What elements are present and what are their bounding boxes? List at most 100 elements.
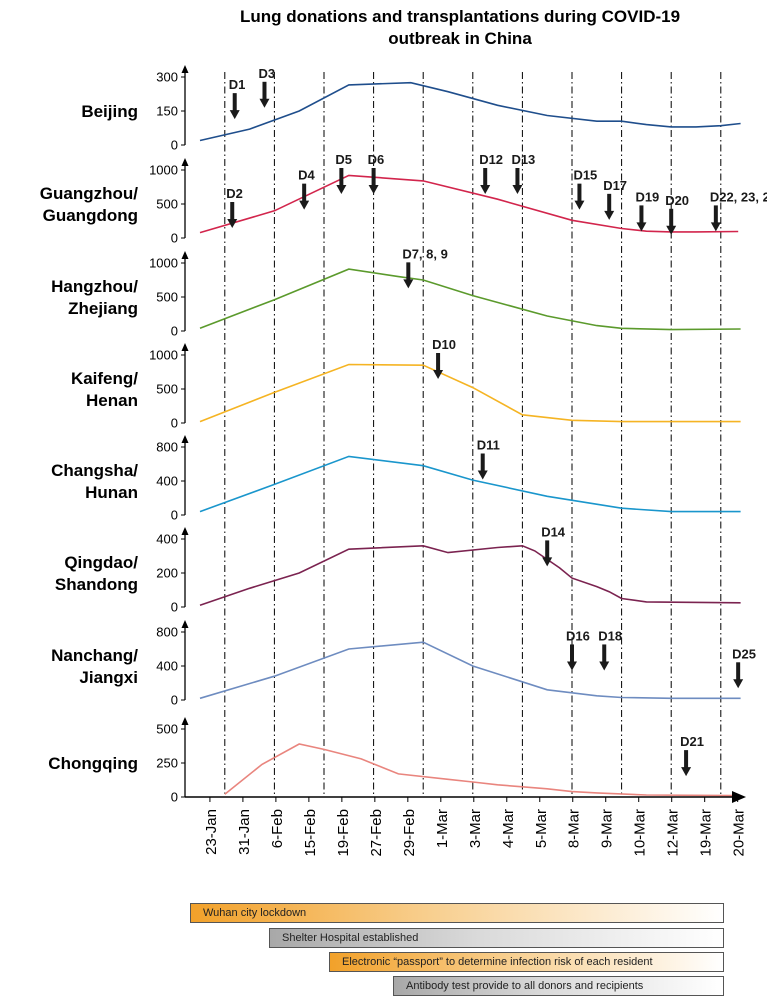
event-label: D10: [432, 337, 456, 352]
chart-title-line2: outbreak in China: [388, 29, 532, 48]
event-arrow-shaft: [515, 168, 520, 186]
event-arrow-shaft: [684, 750, 689, 769]
event-label: D5: [335, 152, 352, 167]
event-arrow-head: [480, 185, 491, 194]
event-label: D18: [598, 628, 622, 643]
x-tick-label: 20-Mar: [731, 809, 748, 857]
x-tick-label: 29-Feb: [401, 809, 418, 857]
x-tick-label: 9-Mar: [599, 809, 616, 848]
event-arrow-head: [299, 200, 310, 210]
event-label: D25: [732, 646, 756, 661]
event-label: D7, 8, 9: [402, 246, 448, 261]
event-arrow-shaft: [577, 183, 582, 202]
panel-label: Jiangxi: [79, 668, 138, 687]
event-label: D20: [665, 193, 689, 208]
series-line: [199, 363, 741, 423]
event-arrow-head: [604, 210, 615, 220]
y-tick-label: 1000: [149, 163, 178, 178]
panel-label: Henan: [86, 391, 138, 410]
timeline-bar: Wuhan city lockdown: [190, 903, 724, 923]
x-tick-label: 19-Mar: [698, 809, 715, 857]
y-tick-label: 200: [156, 566, 178, 581]
event-arrow-shaft: [230, 202, 235, 220]
event-arrow-head: [477, 470, 488, 480]
event-label: D11: [477, 438, 500, 453]
event-arrow-head: [433, 370, 444, 379]
panel-label: Chongqing: [48, 754, 138, 773]
event-arrow-shaft: [602, 644, 607, 663]
series-line: [199, 641, 741, 700]
panel-label: Beijing: [81, 102, 138, 121]
x-tick-label: 3-Mar: [467, 809, 484, 848]
series-line: [199, 268, 741, 331]
timeline-bar: Antibody test provide to all donors and …: [393, 976, 724, 996]
panel-label: Guangdong: [43, 206, 138, 225]
event-label: D14: [541, 524, 566, 539]
y-tick-label: 800: [156, 440, 178, 455]
event-arrow-shaft: [713, 205, 718, 224]
y-tick-label: 0: [171, 600, 178, 615]
chart-title: Lung donations and transplantations duri…: [180, 6, 740, 50]
panel-label: Hunan: [85, 483, 138, 502]
y-axis-arrow: [181, 527, 189, 535]
x-tick-label: 12-Mar: [665, 809, 682, 857]
event-arrow-shaft: [483, 168, 488, 186]
y-axis-arrow: [181, 65, 189, 73]
x-tick-label: 19-Feb: [335, 809, 352, 857]
y-tick-label: 1000: [149, 256, 178, 271]
event-arrow-shaft: [480, 453, 485, 472]
y-tick-label: 0: [171, 138, 178, 153]
event-arrow-head: [542, 557, 553, 567]
y-tick-label: 500: [156, 382, 178, 397]
event-arrow-head: [259, 98, 270, 108]
y-tick-label: 500: [156, 290, 178, 305]
event-arrow-head: [403, 279, 414, 289]
event-arrow-head: [368, 185, 379, 194]
timeline-bar: Shelter Hospital established: [269, 928, 724, 948]
chart-title-line1: Lung donations and transplantations duri…: [239, 7, 681, 26]
y-tick-label: 300: [156, 70, 178, 85]
event-arrow-head: [733, 679, 744, 689]
y-tick-label: 0: [171, 231, 178, 246]
event-label: D4: [298, 168, 315, 183]
y-tick-label: 0: [171, 416, 178, 431]
x-tick-label: 5-Mar: [533, 809, 550, 848]
y-tick-label: 0: [171, 508, 178, 523]
y-axis-arrow: [181, 158, 189, 166]
y-axis-arrow: [181, 343, 189, 351]
event-arrow-head: [567, 661, 577, 671]
y-tick-label: 400: [156, 659, 178, 674]
x-tick-label: 31-Jan: [236, 809, 253, 855]
panel-label: Shandong: [55, 575, 138, 594]
event-arrow-head: [229, 110, 240, 120]
y-axis-arrow: [181, 435, 189, 443]
y-tick-label: 150: [156, 104, 178, 119]
event-arrow-shaft: [232, 93, 237, 112]
x-tick-label: 8-Mar: [566, 809, 583, 848]
panel-label: Nanchang/: [51, 646, 138, 665]
event-label: D21: [680, 734, 704, 749]
x-tick-label: 1-Mar: [434, 809, 451, 848]
event-arrow-shaft: [639, 205, 644, 224]
panel-label: Hangzhou/: [51, 277, 138, 296]
panel-label: Changsha/: [51, 461, 138, 480]
event-label: D13: [511, 152, 535, 167]
x-axis-arrow: [732, 791, 746, 803]
y-axis-arrow: [181, 717, 189, 725]
timeline-bar: Electronic “passport” to determine infec…: [329, 952, 724, 972]
event-arrow-head: [666, 225, 677, 235]
x-tick-label: 15-Feb: [302, 809, 319, 857]
event-arrow-shaft: [669, 208, 674, 227]
event-label: D15: [573, 168, 597, 183]
event-label: D3: [258, 66, 275, 81]
x-tick-label: 6-Feb: [269, 809, 286, 848]
event-label: D16: [566, 628, 590, 643]
event-label: D22, 23, 24: [710, 189, 767, 204]
event-label: D19: [635, 189, 659, 204]
y-tick-label: 800: [156, 625, 178, 640]
panel-label: Qingdao/: [64, 553, 138, 572]
x-tick-label: 27-Feb: [368, 809, 385, 857]
event-label: D2: [226, 186, 243, 201]
series-line: [224, 743, 734, 797]
